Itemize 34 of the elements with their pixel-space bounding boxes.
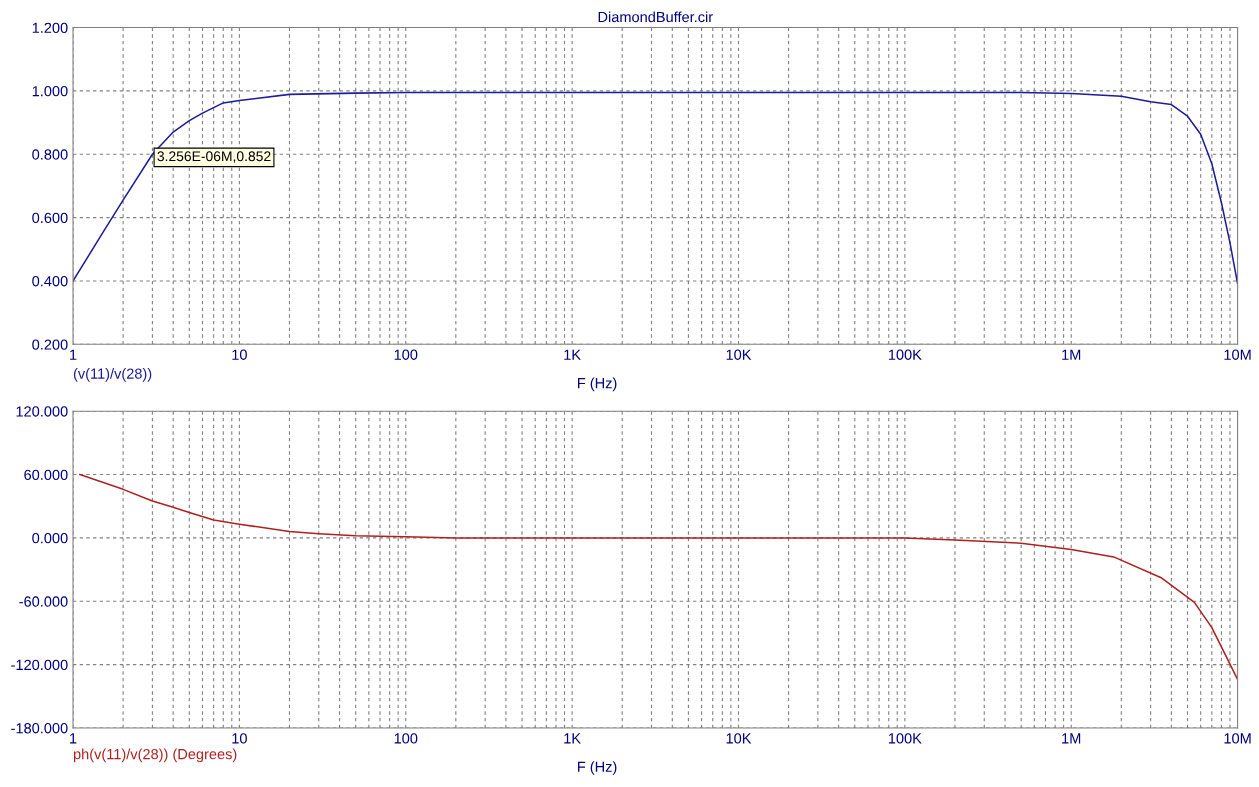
x-tick-label: 1 xyxy=(70,349,77,360)
x-tick-label: 10 xyxy=(232,349,247,360)
x-tick-label: 100 xyxy=(394,733,418,744)
y-tick-label: 0.000 xyxy=(32,533,68,544)
x-axis-title: F (Hz) xyxy=(578,377,617,392)
y-tick-label: 0.400 xyxy=(32,276,68,287)
y-tick-label: 0.200 xyxy=(32,339,68,350)
y-tick-label: 120.000 xyxy=(16,406,68,417)
x-tick-label: 10M xyxy=(1224,349,1251,360)
x-tick-label: 10M xyxy=(1224,733,1251,744)
y-tick-label: 0.600 xyxy=(32,212,68,224)
y-tick-label: 0.800 xyxy=(32,149,68,160)
x-tick-label: 10K xyxy=(726,349,752,360)
y-tick-label: -60.000 xyxy=(19,596,68,607)
x-tick-label: 10K xyxy=(726,733,752,744)
y-tick-label: 1.000 xyxy=(32,86,68,97)
text: ph(v(11)/v(28)) (Degrees) xyxy=(73,748,237,763)
x-tick-label: 100 xyxy=(394,349,418,360)
annotation: 3.256E-06M,0.852 xyxy=(157,151,271,163)
x-tick-label: 100K xyxy=(888,733,922,744)
x-tick-label: 1M xyxy=(1062,733,1081,744)
y-tick-label: -120.000 xyxy=(11,659,68,671)
text: (v(11)/v(28)) xyxy=(73,368,152,382)
x-axis-title: F (Hz) xyxy=(578,761,617,775)
y-tick-label: -180.000 xyxy=(11,723,68,734)
y-tick-label: 1.200 xyxy=(32,22,68,33)
chart-title: DiamondBuffer.cir xyxy=(598,11,713,23)
x-tick-label: 100K xyxy=(888,349,922,360)
x-tick-label: 1M xyxy=(1062,349,1081,360)
x-tick-label: 1 xyxy=(70,733,77,744)
x-tick-label: 1K xyxy=(564,733,581,744)
x-tick-label: 1K xyxy=(564,349,581,360)
x-tick-label: 10 xyxy=(232,733,247,744)
y-tick-label: 60.000 xyxy=(24,469,68,480)
